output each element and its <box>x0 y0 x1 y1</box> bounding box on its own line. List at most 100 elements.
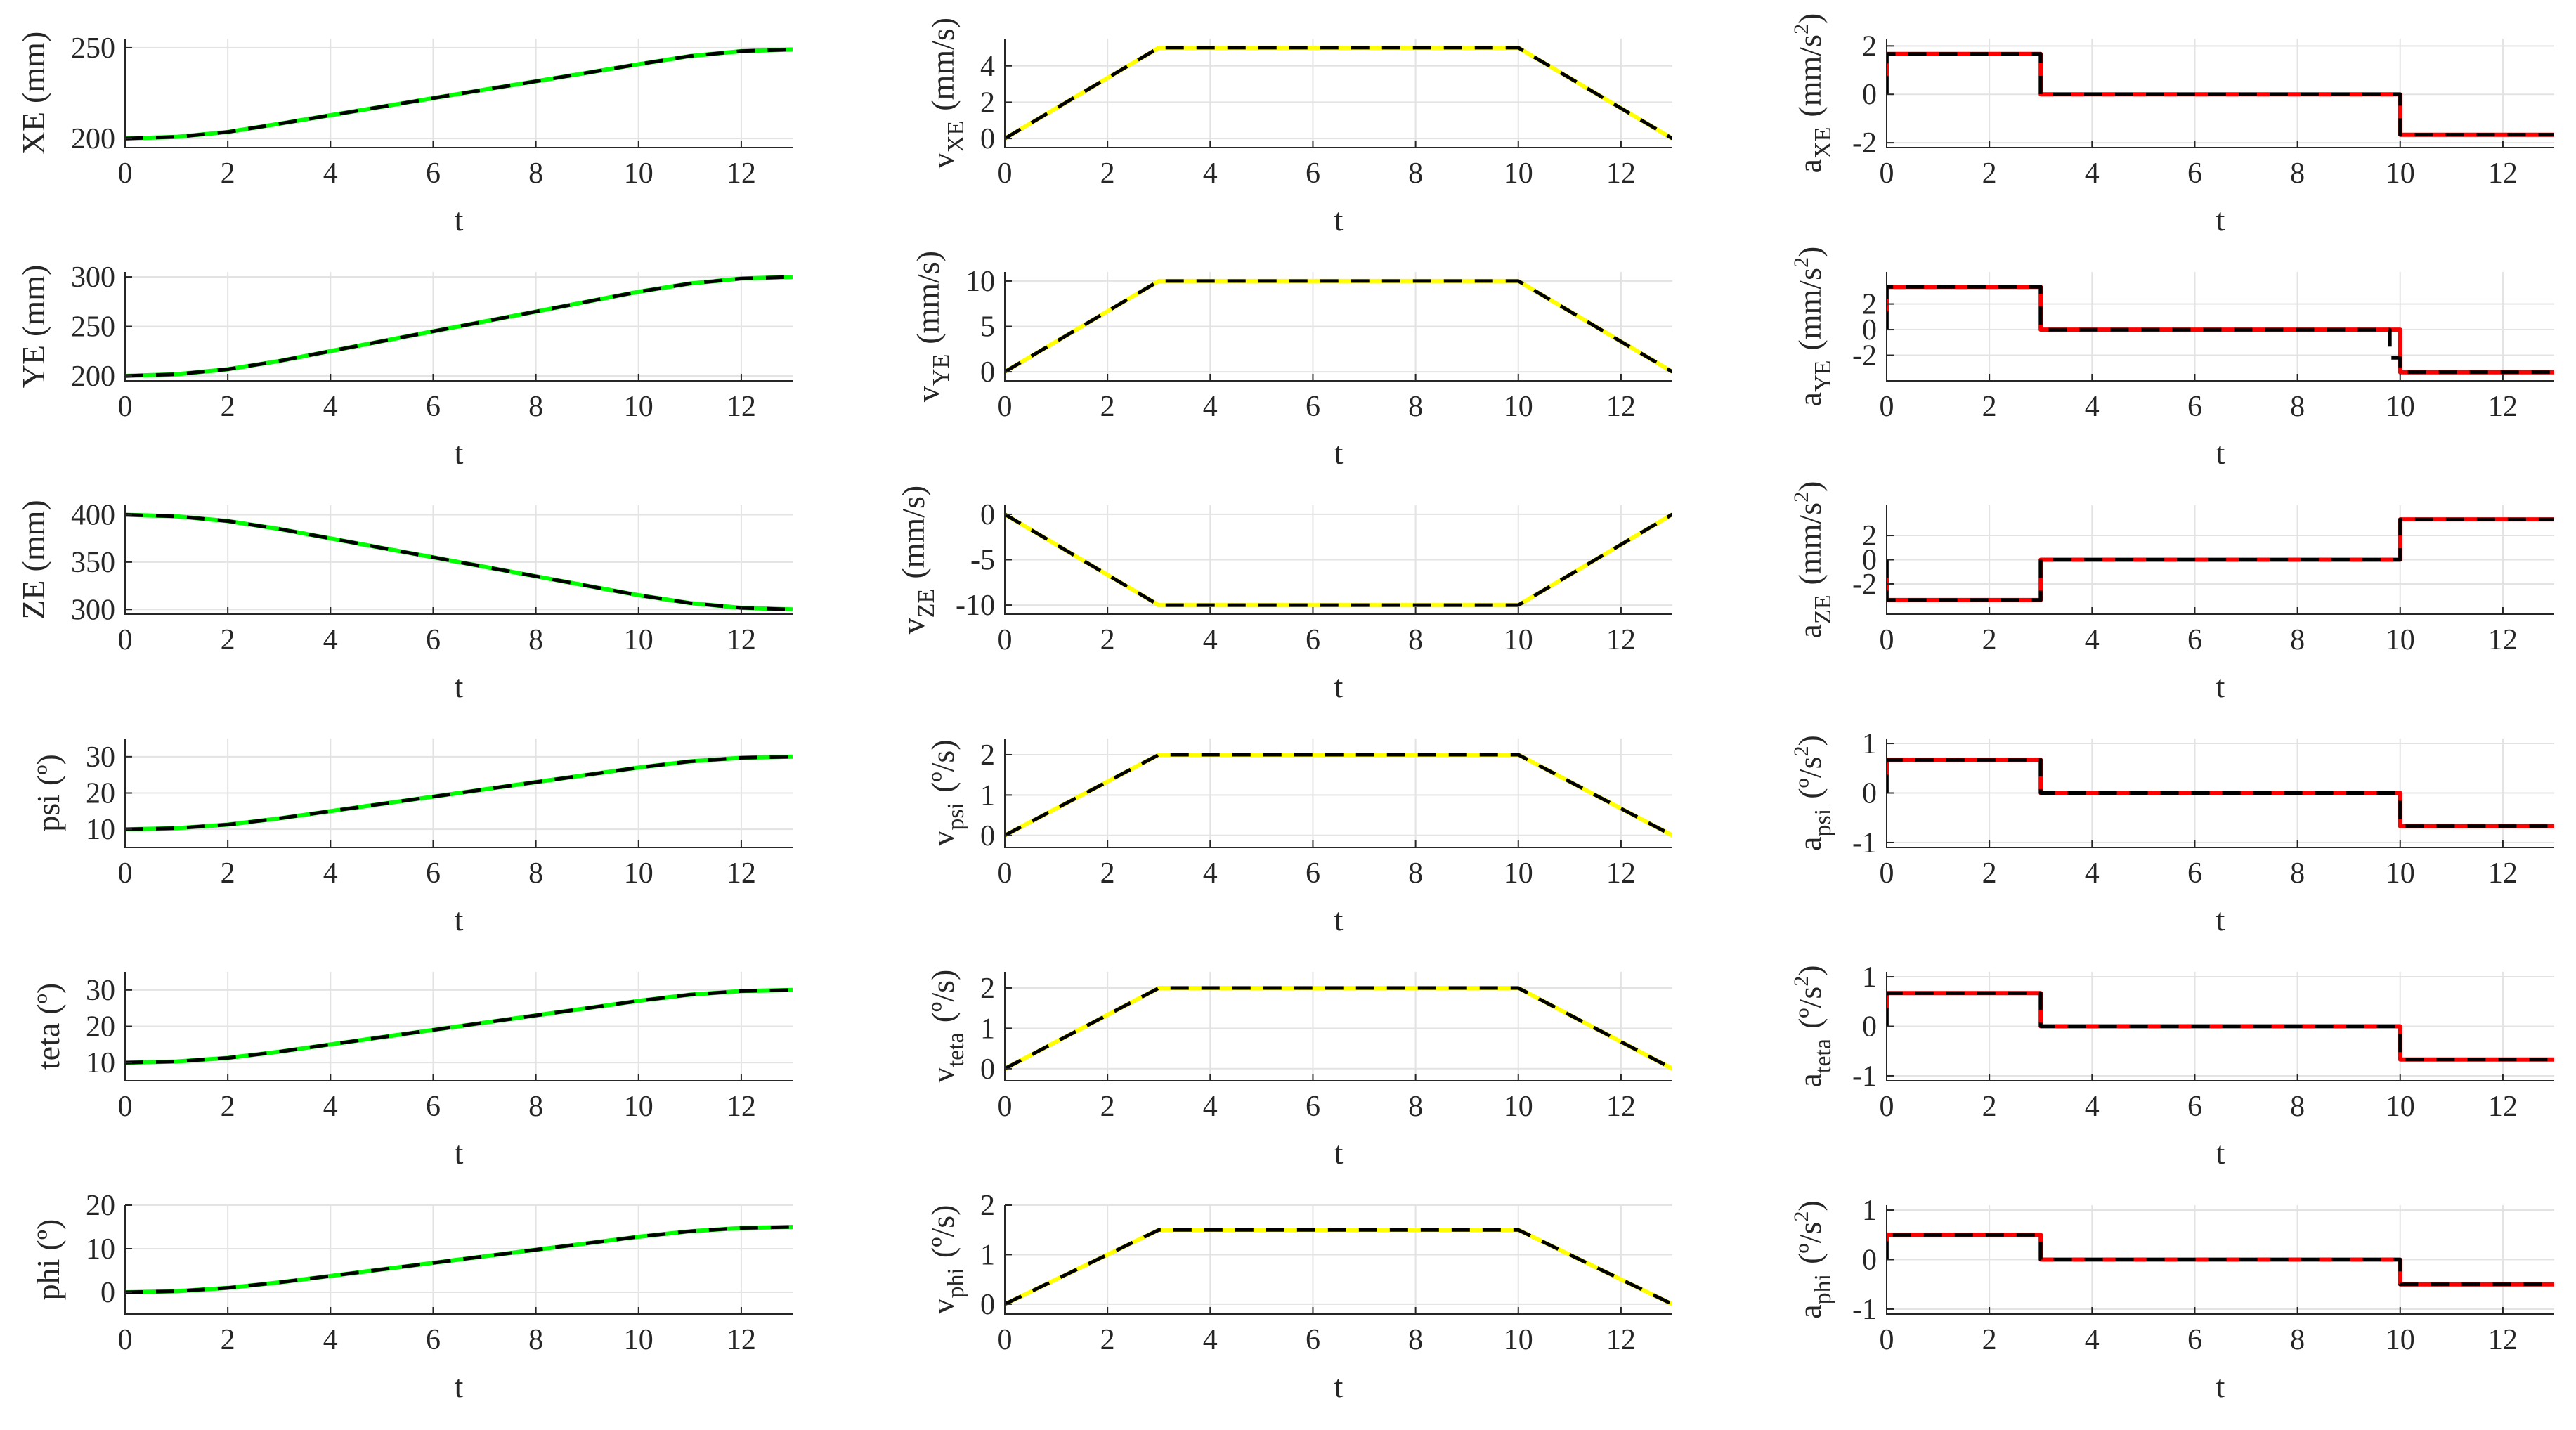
y-axis-title-subscript: teta <box>943 1032 969 1067</box>
x-tick-label: 2 <box>221 624 235 656</box>
series-group <box>1005 986 1672 1071</box>
x-tick-label: 12 <box>727 857 756 890</box>
series-line-measured <box>1005 512 1672 607</box>
y-tick-label: 1 <box>1862 961 1877 994</box>
y-axis-title-base: a <box>1792 392 1828 406</box>
y-axis-title-subscript: phi <box>1810 1274 1836 1304</box>
x-tick-label: 8 <box>528 157 543 190</box>
x-tick-label: 4 <box>323 1324 338 1356</box>
y-tick-label: 0 <box>1862 778 1877 810</box>
x-tick-label: 2 <box>221 857 235 890</box>
series-group <box>1887 517 2554 602</box>
x-tick-label: 8 <box>1408 1091 1423 1123</box>
y-axis-title: teta (º) <box>30 983 66 1070</box>
x-tick-label: 4 <box>323 624 338 656</box>
x-tick-label: 10 <box>624 391 653 423</box>
x-tick-label: 10 <box>624 157 653 190</box>
x-tick-label: 8 <box>528 624 543 656</box>
y-tick-label: 0 <box>1862 79 1877 111</box>
x-axis-title: t <box>1334 668 1344 704</box>
x-tick-label: 10 <box>624 624 653 656</box>
x-tick-label: 4 <box>1203 157 1218 190</box>
x-tick-label: 12 <box>2488 1324 2518 1356</box>
y-axis-title-unit: (mm/s <box>1792 502 1828 585</box>
x-tick-label: 6 <box>1306 857 1320 890</box>
x-tick-label: 4 <box>2085 391 2100 423</box>
y-axis-title-unit: (º/s) <box>925 739 961 793</box>
y-axis-title-base: ZE <box>15 580 51 620</box>
x-axis-title: t <box>2216 1135 2225 1171</box>
y-tick-label: 0 <box>980 820 995 852</box>
y-axis-title-unit: (mm/s <box>1792 268 1828 351</box>
y-tick-label: -1 <box>1852 827 1877 859</box>
y-tick-label: 0 <box>980 1289 995 1321</box>
y-tick-label: -1 <box>1852 1060 1877 1093</box>
y-tick-label: 1 <box>1862 1195 1877 1227</box>
subplot-6-1: 0 2 4 6 8 10 12 0 10 20 t phi (º) <box>30 1190 793 1404</box>
y-tick-label: 0 <box>980 499 995 531</box>
x-tick-label: 2 <box>1100 157 1115 190</box>
y-axis-title-unit: (º) <box>30 983 66 1015</box>
y-axis-title-superscript: 2 <box>1790 1211 1813 1222</box>
x-tick-label: 2 <box>1100 857 1115 890</box>
y-axis-title-unit: (mm/s) <box>910 251 946 344</box>
y-tick-label: 200 <box>71 123 115 155</box>
x-tick-label: 4 <box>1203 857 1218 890</box>
y-axis-title-superscript: 2 <box>1790 24 1813 34</box>
y-axis-title-close: ) <box>1792 13 1828 24</box>
y-tick-label: -2 <box>1852 568 1877 601</box>
x-tick-label: 12 <box>1606 157 1636 190</box>
y-axis-title: aZE (mm/s2) <box>1790 481 1836 639</box>
x-axis-title: t <box>455 435 464 471</box>
subplot-4-1: 0 2 4 6 8 10 12 10 20 30 t psi (º) <box>30 739 793 937</box>
subplot-3-2: 0 2 4 6 8 10 12 -10 -5 0 t vZE (mm/s) <box>895 486 1672 704</box>
y-tick-label: 0 <box>980 1053 995 1086</box>
x-tick-label: 6 <box>426 624 441 656</box>
y-axis-title-subscript: ZE <box>1810 594 1836 624</box>
x-tick-label: 2 <box>1100 391 1115 423</box>
y-axis-title-unit: (º/s) <box>925 1204 961 1258</box>
x-tick-label: 4 <box>1203 1324 1218 1356</box>
y-axis-title: apsi (º/s2) <box>1790 735 1836 851</box>
y-axis-title-subscript: psi <box>943 802 969 831</box>
x-tick-label: 10 <box>2386 1091 2415 1123</box>
x-tick-label: 6 <box>2187 391 2202 423</box>
x-axis-title: t <box>2216 902 2225 937</box>
y-axis-title-superscript: 2 <box>1790 976 1813 987</box>
x-tick-label: 8 <box>528 1324 543 1356</box>
y-axis-title-unit: (mm/s <box>1792 34 1828 117</box>
x-tick-label: 4 <box>2085 1324 2100 1356</box>
x-tick-label: 8 <box>2290 1091 2305 1123</box>
series-group <box>125 754 793 832</box>
series-line-reference <box>1887 285 2554 375</box>
y-axis-title: phi (º) <box>30 1219 66 1301</box>
x-tick-label: 8 <box>2290 391 2305 423</box>
x-tick-label: 10 <box>2386 624 2415 656</box>
x-tick-label: 2 <box>1982 1091 1997 1123</box>
y-axis-title: vphi (º/s) <box>925 1204 969 1314</box>
x-axis-title: t <box>455 202 464 238</box>
y-tick-label: 200 <box>71 360 115 393</box>
y-axis-title-base: phi <box>30 1259 66 1301</box>
y-tick-label: 2 <box>980 86 995 119</box>
x-tick-label: 10 <box>624 1091 653 1123</box>
y-tick-label: 0 <box>980 356 995 389</box>
series-line-measured <box>1005 986 1672 1071</box>
x-tick-label: 6 <box>2187 624 2202 656</box>
y-axis-title-base: XE <box>15 112 51 155</box>
y-tick-label: -2 <box>1852 127 1877 160</box>
x-tick-label: 0 <box>118 157 133 190</box>
y-axis-title-unit: (º/s <box>1792 987 1828 1029</box>
series-group <box>125 275 793 378</box>
y-tick-label: 300 <box>71 594 115 626</box>
series-group <box>1005 45 1672 141</box>
y-axis-title-base: v <box>925 1067 961 1083</box>
y-tick-label: 300 <box>71 261 115 294</box>
x-tick-label: 2 <box>1100 1324 1115 1356</box>
x-axis-title: t <box>1334 435 1344 471</box>
x-tick-label: 2 <box>1982 624 1997 656</box>
y-axis-title-superscript: 2 <box>1790 492 1813 502</box>
